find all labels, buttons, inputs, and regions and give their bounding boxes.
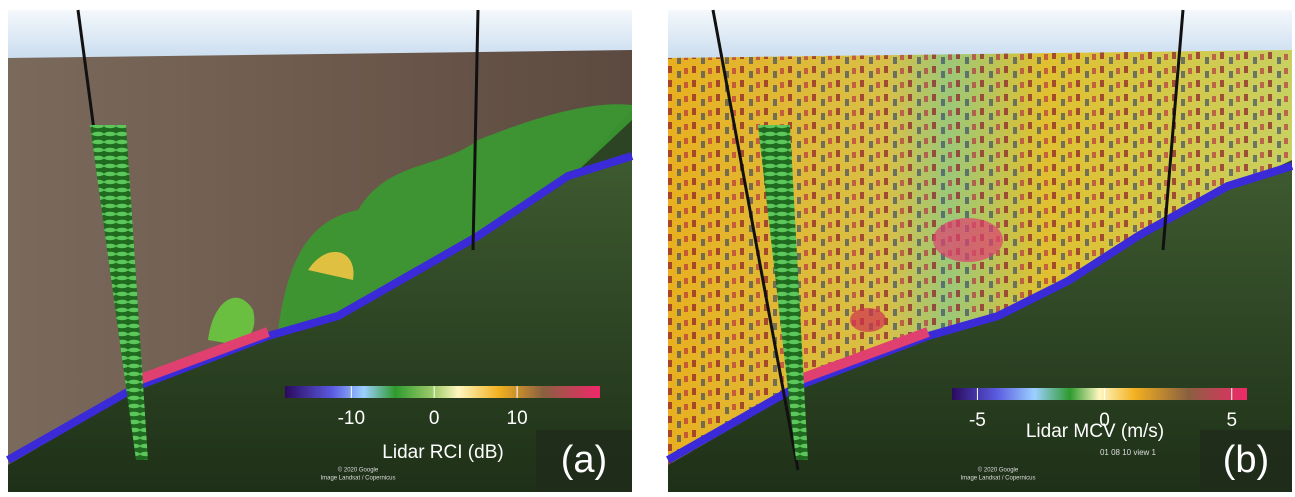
panel-label: (a) <box>561 439 607 481</box>
colorbar-title: Lidar MCV (m/s) <box>1026 421 1164 442</box>
velocity-patch <box>850 308 886 332</box>
panel-label: (b) <box>1223 439 1269 481</box>
colorbar-tick-label: -5 <box>969 410 986 431</box>
figure: (a) Lidar RCI (dB) © 2020 Google Image L… <box>0 0 1295 497</box>
colorbar-tick-label: 5 <box>1226 410 1237 431</box>
colorbar-title: Lidar RCI (dB) <box>382 442 503 463</box>
colorbar <box>952 388 1247 400</box>
credit: Image Landsat / Copernicus <box>960 476 1035 482</box>
credit: Image Landsat / Copernicus <box>320 476 395 482</box>
panel: (a) Lidar RCI (dB) © 2020 Google Image L… <box>8 10 632 492</box>
credit: © 2020 Google <box>338 467 379 474</box>
caption: 01 08 10 view 1 <box>1100 448 1157 457</box>
velocity-patch <box>933 218 1003 262</box>
colorbar-tick-label: 0 <box>1099 410 1110 431</box>
colorbar-tick-label: 0 <box>429 408 440 429</box>
colorbar <box>285 386 600 398</box>
panel: (b) Lidar MCV (m/s) 01 08 10 view 1 © 20… <box>668 10 1292 492</box>
credit: © 2020 Google <box>978 467 1019 474</box>
colorbar-tick-label: -10 <box>338 408 365 429</box>
colorbar-tick-label: 10 <box>507 408 528 429</box>
